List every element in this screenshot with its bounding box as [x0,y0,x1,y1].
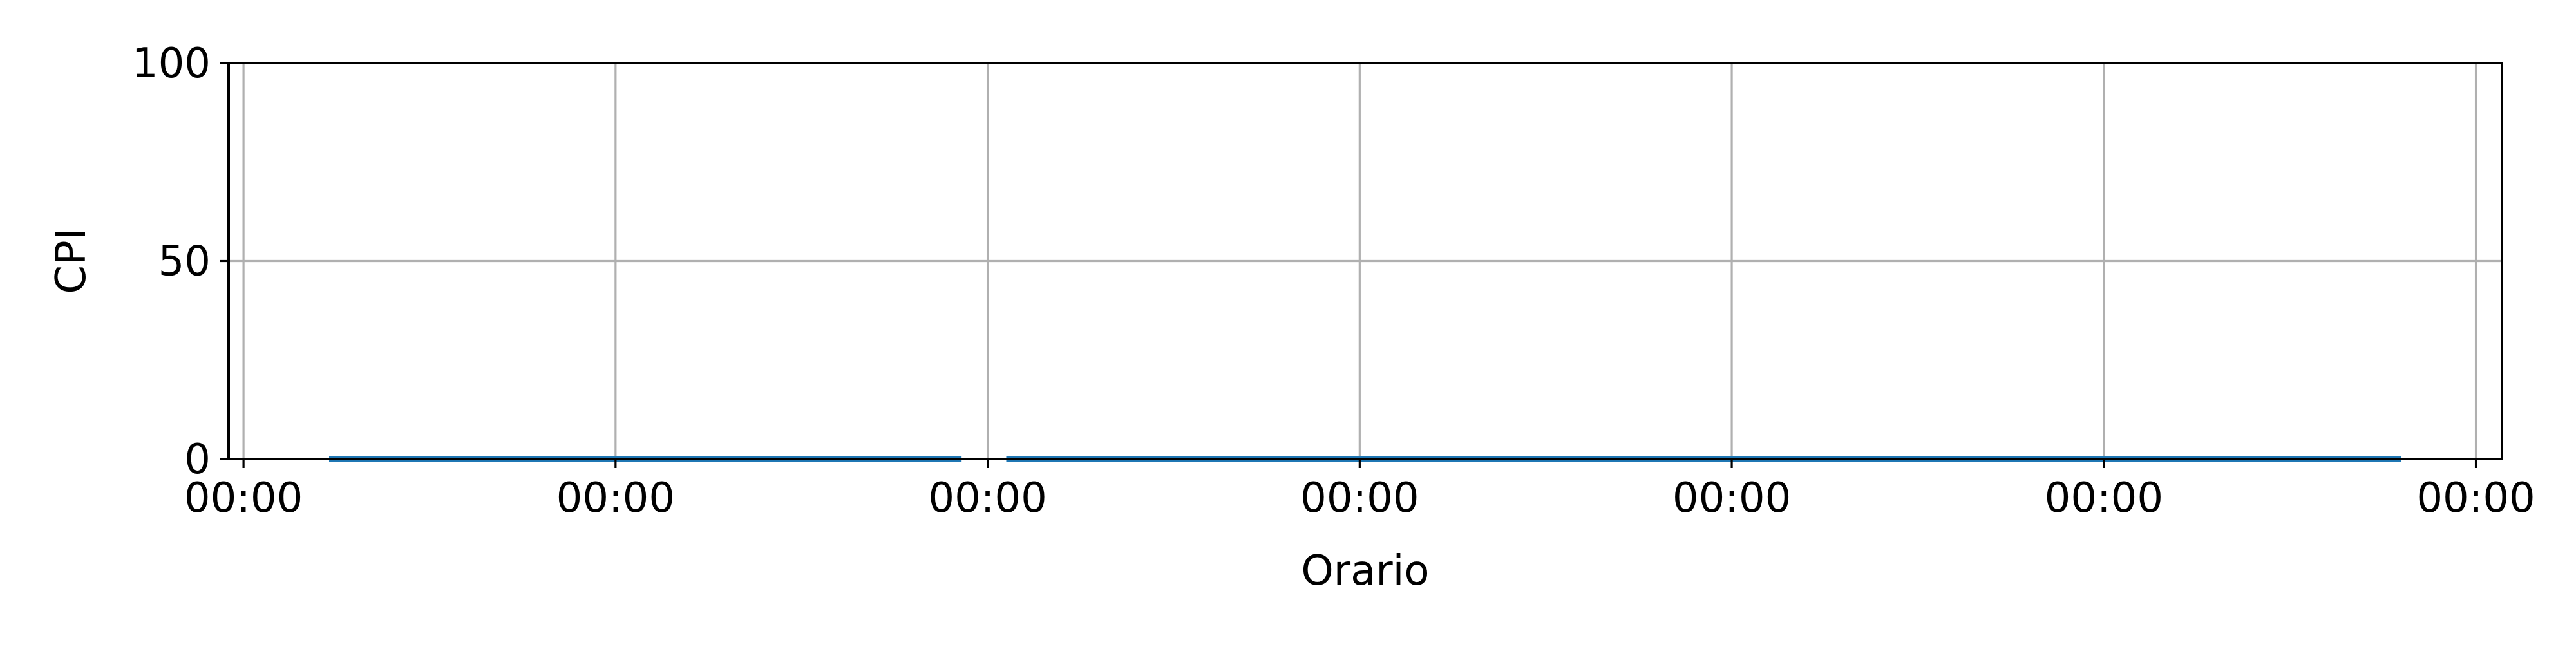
x-tick-label: 00:00 [184,474,303,522]
y-tick-label: 0 [184,436,211,483]
x-tick-label: 00:00 [2416,474,2535,522]
y-tick-label: 100 [132,40,211,88]
x-tick-label: 00:00 [928,474,1046,522]
ticks: 00:00 00:00 00:00 00:00 00:00 00:00 00:0005010… [132,40,2535,522]
y-axis-label: CPI [48,228,95,294]
x-tick-label: 00:00 [556,474,675,522]
grid [229,62,2502,460]
y-tick-label: 50 [158,238,211,286]
x-axis-label: Orario [1301,547,1429,595]
x-tick-label: 00:00 [2045,474,2163,522]
x-tick-label: 00:00 [1672,474,1791,522]
x-tick-label: 00:00 [1300,474,1419,522]
